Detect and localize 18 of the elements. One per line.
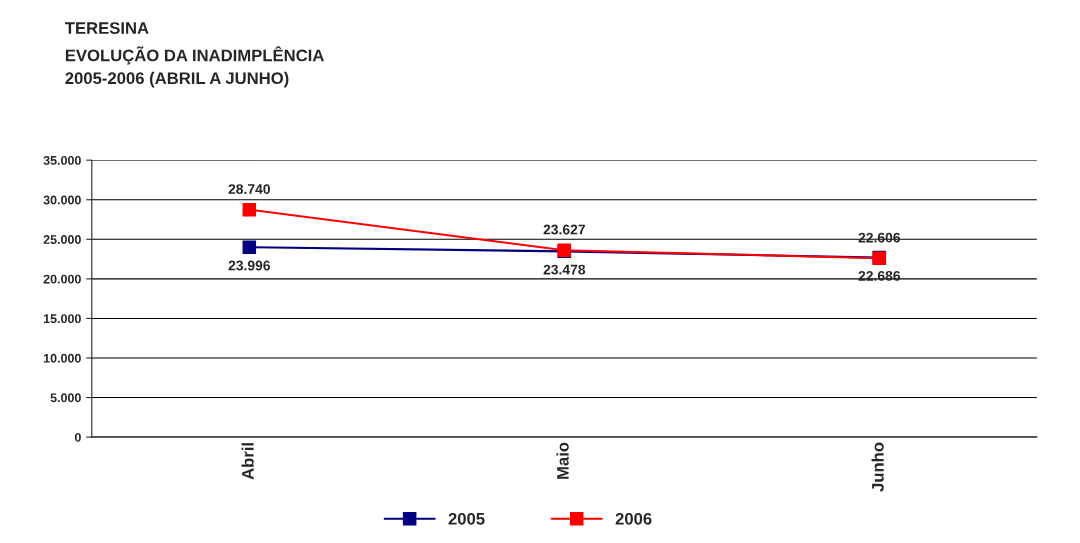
data-label: 23.478 [543, 264, 586, 275]
y-tick-label: 20.000 [43, 274, 81, 284]
y-tick-label: 0 [74, 432, 81, 442]
y-tick-label: 10.000 [43, 353, 81, 363]
data-label: 23.996 [228, 260, 271, 271]
legend-label: 2005 [448, 512, 485, 525]
legend-label: 2006 [615, 512, 652, 525]
y-tick-label: 30.000 [43, 195, 81, 205]
y-tick-label: 5.000 [50, 393, 81, 403]
y-tick-label: 35.000 [43, 155, 81, 165]
x-tick-label: Maio [556, 442, 569, 479]
data-label: 28.740 [228, 184, 270, 194]
y-tick-label: 15.000 [43, 314, 81, 324]
data-label: 23.627 [543, 224, 585, 235]
x-tick-label: Junho [871, 442, 884, 492]
x-tick-label: Abril [241, 443, 254, 480]
chart-title: TERESINA EVOLUÇÃO DA INADIMPLÊNCIA 2005-2006 (ABRIL A JUNHO) [64, 22, 324, 88]
y-tick-label: 25.000 [43, 235, 81, 244]
